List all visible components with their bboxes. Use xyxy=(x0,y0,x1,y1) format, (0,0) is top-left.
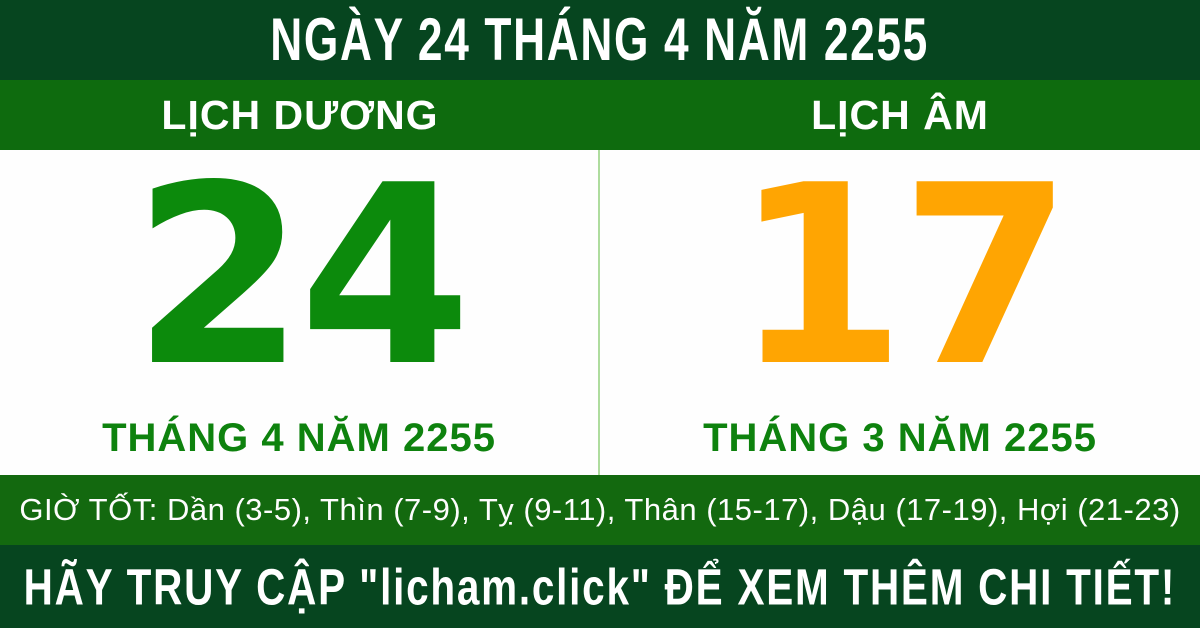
lunar-panel: 17 THÁNG 3 NĂM 2255 xyxy=(600,150,1200,475)
footer-cta: HÃY TRUY CẬP "licham.click" ĐỂ XEM THÊM … xyxy=(23,557,1177,616)
good-hours-band: GIỜ TỐT: Dần (3-5), Thìn (7-9), Tỵ (9-11… xyxy=(0,475,1200,545)
solar-month-year: THÁNG 4 NĂM 2255 xyxy=(102,416,496,460)
lunar-calendar-label-text: LỊCH ÂM xyxy=(811,91,989,138)
solar-day-number: 24 xyxy=(132,133,471,421)
calendar-type-band: LỊCH DƯƠNG LỊCH ÂM xyxy=(0,80,1200,150)
day-panels: 24 THÁNG 4 NĂM 2255 17 THÁNG 3 NĂM 2255 xyxy=(0,150,1200,475)
solar-calendar-label-text: LỊCH DƯƠNG xyxy=(161,91,439,138)
good-hours-text: GIỜ TỐT: Dần (3-5), Thìn (7-9), Tỵ (9-11… xyxy=(19,492,1181,527)
header: NGÀY 24 THÁNG 4 NĂM 2255 xyxy=(0,0,1200,80)
solar-calendar-label: LỊCH DƯƠNG xyxy=(0,80,600,150)
page-title: NGÀY 24 THÁNG 4 NĂM 2255 xyxy=(270,6,930,74)
lunar-calendar-label: LỊCH ÂM xyxy=(600,80,1200,150)
solar-panel: 24 THÁNG 4 NĂM 2255 xyxy=(0,150,600,475)
lunar-day-number: 17 xyxy=(733,133,1072,421)
lunar-month-year: THÁNG 3 NĂM 2255 xyxy=(703,416,1097,460)
footer: HÃY TRUY CẬP "licham.click" ĐỂ XEM THÊM … xyxy=(0,545,1200,628)
